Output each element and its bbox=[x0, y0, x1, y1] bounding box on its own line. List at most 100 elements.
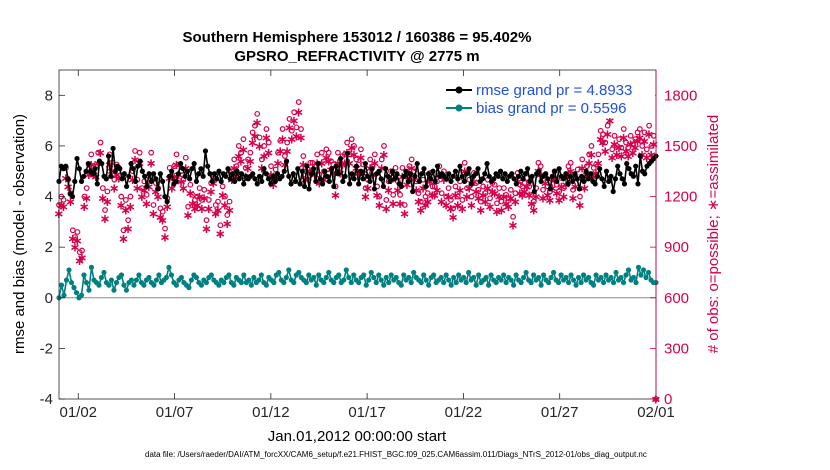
obs-assimilated-point: ∗ bbox=[648, 138, 659, 153]
rmse-point bbox=[394, 171, 400, 177]
bias-point bbox=[78, 292, 85, 298]
rmse-point bbox=[252, 176, 258, 182]
rmse-point bbox=[189, 166, 195, 172]
bias-point bbox=[241, 272, 247, 278]
obs-possible-point bbox=[118, 193, 125, 200]
obs-possible-point bbox=[632, 136, 639, 143]
rmse-point bbox=[250, 171, 256, 177]
rmse-point bbox=[268, 181, 274, 187]
rmse-point bbox=[592, 181, 598, 187]
bias-point bbox=[545, 279, 552, 286]
rmse-point bbox=[362, 161, 368, 167]
obs-possible-point bbox=[201, 186, 208, 193]
rmse-point bbox=[443, 176, 450, 182]
bias-point bbox=[326, 269, 332, 276]
obs-possible-point bbox=[261, 143, 268, 149]
y-right-tick-label: 1200 bbox=[664, 189, 697, 206]
obs-assimilated-point: ∗ bbox=[111, 168, 122, 183]
bias-point bbox=[503, 279, 509, 286]
obs-assimilated-point: ∗ bbox=[206, 185, 217, 200]
obs-possible-point bbox=[466, 176, 473, 183]
rmse-point bbox=[328, 166, 335, 172]
rmse-point bbox=[256, 173, 263, 179]
obs-possible-point bbox=[194, 193, 201, 200]
bias-point bbox=[208, 272, 214, 278]
obs-possible-point bbox=[424, 190, 431, 197]
obs-possible-point bbox=[79, 247, 85, 254]
rmse-point bbox=[209, 178, 215, 184]
obs-assimilated-point: ∗ bbox=[157, 214, 168, 229]
bias-point bbox=[441, 279, 447, 286]
obs-assimilated-point: ∗ bbox=[127, 173, 138, 188]
bias-point bbox=[610, 279, 617, 286]
rmse-point bbox=[121, 171, 127, 177]
rmse-point bbox=[536, 168, 542, 174]
rmse-point bbox=[371, 186, 377, 192]
bias-point bbox=[623, 272, 629, 278]
x-axis: 01/02 01/07 01/12 01/17 01/22 01/27 02/01 bbox=[59, 70, 675, 421]
rmse-point bbox=[601, 183, 607, 190]
rmse-point bbox=[552, 168, 558, 174]
obs-assimilated-point: ∗ bbox=[65, 195, 76, 210]
rmse-point bbox=[588, 171, 594, 177]
obs-assimilated-point: ∗ bbox=[517, 188, 528, 203]
rmse-point bbox=[238, 171, 245, 177]
obs-assimilated-point: ∗ bbox=[296, 131, 307, 146]
obs-assimilated-point: ∗ bbox=[639, 134, 650, 149]
bias-point bbox=[251, 274, 257, 281]
bias-point bbox=[600, 279, 607, 286]
bias-point bbox=[603, 272, 609, 278]
bias-point bbox=[393, 274, 399, 281]
obs-assimilated-point: ∗ bbox=[565, 165, 576, 180]
obs-assimilated-point: ∗ bbox=[81, 192, 92, 207]
rmse-point bbox=[74, 155, 80, 162]
obs-assimilated-point: ∗ bbox=[63, 180, 74, 195]
rmse-point bbox=[574, 176, 580, 182]
obs-assimilated-point: ∗ bbox=[259, 150, 270, 165]
obs-assimilated-point: ∗ bbox=[113, 171, 124, 186]
obs-assimilated-point: ∗ bbox=[531, 190, 542, 205]
rmse-point bbox=[556, 166, 562, 172]
obs-assimilated-point: ∗ bbox=[570, 180, 581, 195]
rmse-point bbox=[279, 173, 285, 179]
bias-point bbox=[121, 282, 127, 288]
bias-point bbox=[635, 264, 642, 270]
bias-point bbox=[518, 279, 524, 286]
rmse-point bbox=[108, 173, 114, 179]
bias-point bbox=[238, 279, 244, 286]
obs-assimilated-point: ∗ bbox=[148, 207, 159, 222]
rmse-point bbox=[326, 178, 332, 184]
bias-point bbox=[203, 279, 209, 286]
obs-assimilated-point: ∗ bbox=[480, 195, 491, 210]
obs-assimilated-point: ∗ bbox=[651, 393, 662, 408]
bias-point bbox=[303, 279, 309, 286]
rmse-point bbox=[603, 168, 610, 174]
obs-possible-point bbox=[291, 109, 298, 116]
rmse-point bbox=[315, 161, 321, 167]
obs-assimilated-point: ∗ bbox=[607, 151, 618, 166]
rmse-point bbox=[157, 171, 163, 177]
obs-assimilated-point: ∗ bbox=[169, 170, 180, 185]
obs-assimilated-point: ∗ bbox=[139, 183, 150, 198]
obs-assimilated-point: ∗ bbox=[505, 192, 516, 207]
rmse-point bbox=[83, 168, 89, 174]
obs-assimilated-point: ∗ bbox=[192, 198, 203, 213]
obs-assimilated-point: ∗ bbox=[646, 148, 657, 163]
rmse-point bbox=[274, 171, 281, 177]
obs-assimilated-point: ∗ bbox=[521, 180, 532, 195]
rmse-point bbox=[160, 178, 166, 184]
rmse-point bbox=[151, 171, 157, 177]
x-tick-label: 01/27 bbox=[541, 404, 579, 421]
obs-possible-point bbox=[609, 146, 616, 153]
rmse-point bbox=[538, 178, 544, 184]
rmse-point bbox=[169, 168, 175, 174]
obs-assimilated-point: ∗ bbox=[162, 200, 173, 215]
bias-point bbox=[431, 272, 437, 278]
rmse-point bbox=[509, 171, 515, 177]
bias-point bbox=[570, 277, 577, 283]
obs-assimilated-point: ∗ bbox=[332, 156, 343, 171]
rmse-point bbox=[461, 178, 468, 184]
obs-assimilated-point: ∗ bbox=[79, 200, 90, 215]
bias-point bbox=[383, 274, 389, 281]
rmse-point bbox=[468, 181, 474, 187]
